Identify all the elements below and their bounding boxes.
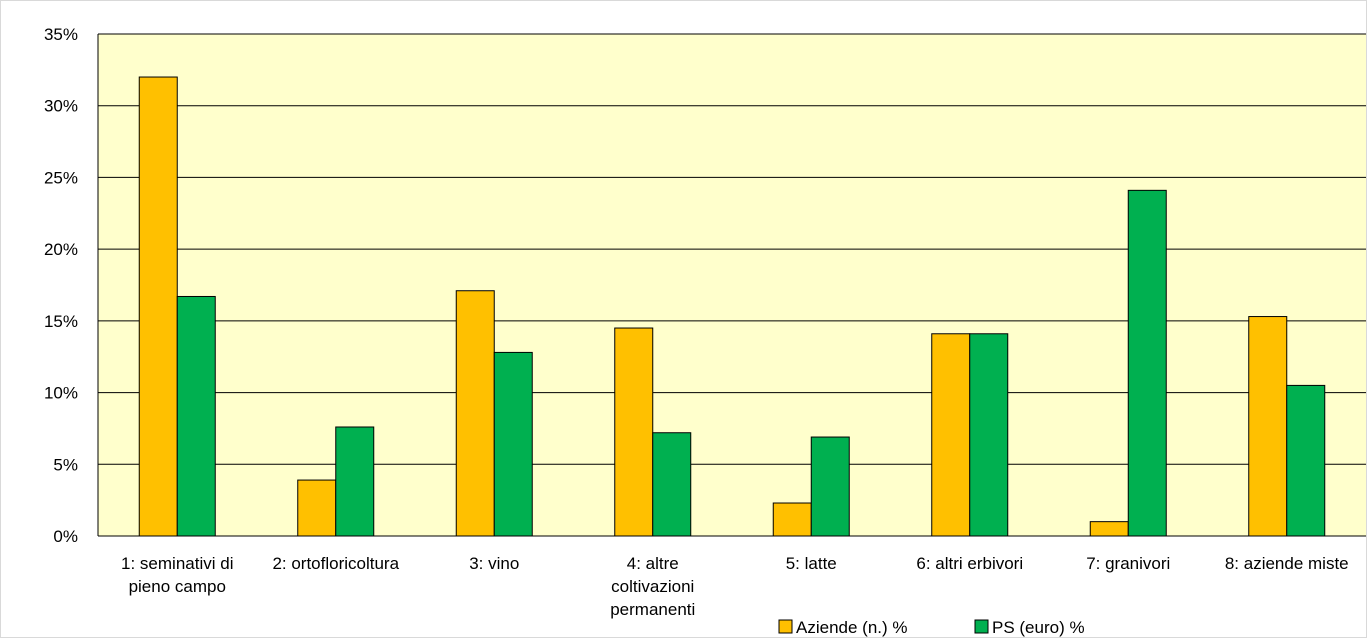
x-tick-label: 1: seminativi di pieno campo [121,554,233,596]
y-tick-label: 5% [53,455,78,474]
x-tick-label-line: 7: granivori [1086,554,1170,573]
bar-aziende-7 [1089,521,1129,537]
x-tick-label-line: 6: altri erbivori [916,554,1023,573]
x-tick-label: 6: altri erbivori [916,554,1023,573]
gridlines [98,33,1366,537]
x-tick-label-line: coltivazioni [611,577,694,596]
y-tick-label: 25% [44,168,78,187]
legend-item-ps: PS (euro) % [974,618,1085,637]
legend-label-ps: PS (euro) % [992,618,1085,637]
bar-ps-7 [1127,189,1167,537]
bar-ps-8 [1286,384,1326,537]
bar-aziende-6 [931,333,971,537]
x-tick-label: 2: ortofloricoltura [272,554,399,573]
x-tick-label-line: permanenti [610,600,695,619]
bar-aziende-8 [1248,316,1288,537]
bar-ps-2 [335,426,375,537]
bar-aziende-2 [297,479,337,537]
y-tick-label: 0% [53,527,78,546]
legend-item-aziende: Aziende (n.) % [778,618,908,637]
legend-label-aziende: Aziende (n.) % [796,618,908,637]
bar-ps-6 [969,333,1009,537]
x-tick-label-line: 4: altre [627,554,679,573]
x-tick-label-line: 2: ortofloricoltura [272,554,399,573]
x-tick-label-line: 8: aziende miste [1225,554,1349,573]
y-axis: 0% 5% 10% 15% 20% 25% 30% 35% [44,25,99,546]
bar-aziende-3 [455,290,495,537]
legend-swatch-ps [974,619,989,634]
bar-aziende-1 [138,76,178,537]
x-tick-label: 4: altre coltivazioni permanenti [610,554,695,619]
y-tick-label: 30% [44,97,78,116]
x-tick-label-line: 3: vino [469,554,519,573]
y-tick-label: 35% [44,25,78,44]
bar-ps-4 [652,432,692,537]
plot-area [98,34,1366,536]
legend: Aziende (n.) % PS (euro) % [778,618,1085,637]
bar-aziende-5 [772,502,812,537]
x-tick-label-line: 5: latte [786,554,837,573]
bar-ps-3 [493,351,533,537]
x-tick-label: 7: granivori [1086,554,1170,573]
x-axis: 1: seminativi di pieno campo 2: ortofloric… [98,535,1366,619]
x-tick-label-line: 1: seminativi di [121,554,233,573]
x-tick-label-line: pieno campo [129,577,226,596]
bar-ps-5 [810,436,850,537]
bar-ps-1 [176,295,216,537]
y-tick-label: 15% [44,312,78,331]
y-tick-label: 20% [44,240,78,259]
bar-aziende-4 [614,327,654,537]
y-tick-label: 10% [44,384,78,403]
legend-swatch-aziende [778,619,793,634]
x-tick-label: 3: vino [469,554,519,573]
bars [138,76,1326,537]
x-tick-label: 8: aziende miste [1225,554,1349,573]
x-tick-label: 5: latte [786,554,837,573]
